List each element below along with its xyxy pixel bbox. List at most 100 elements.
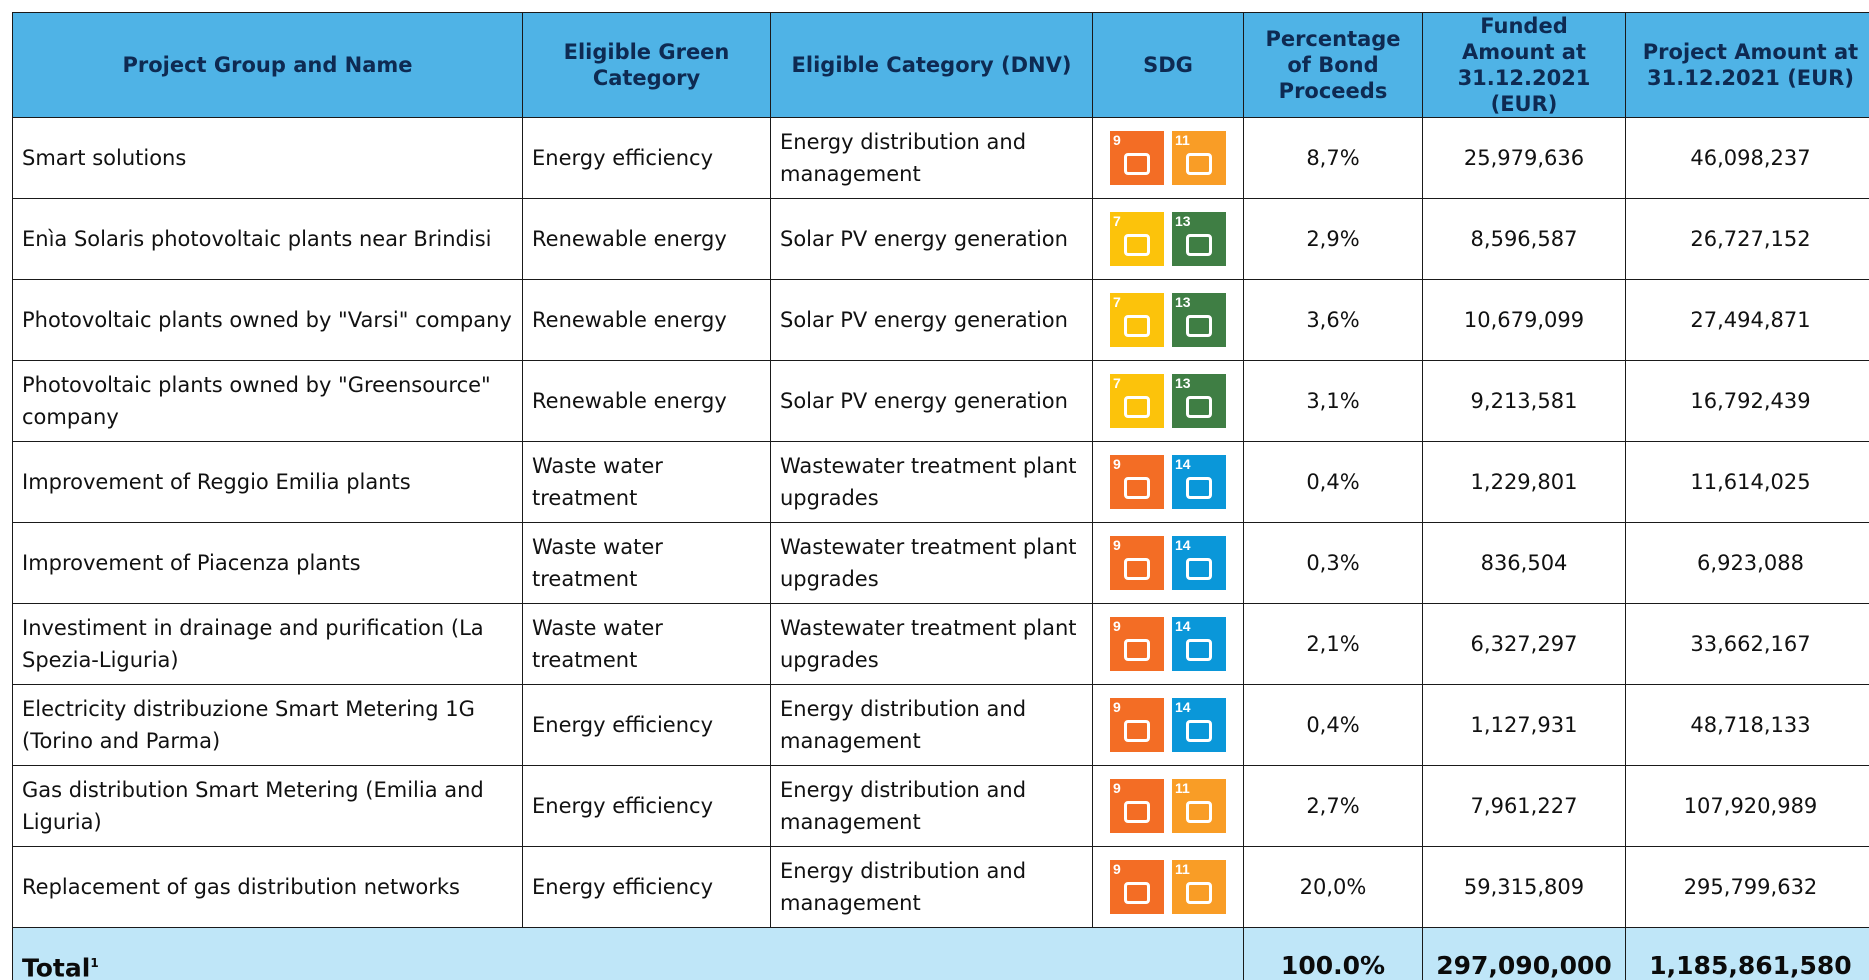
sdg-icon: 9 bbox=[1110, 860, 1164, 914]
table-cell: Energy efficiency bbox=[522, 117, 771, 199]
sdg-icon: 7 bbox=[1110, 293, 1164, 347]
table-cell: 59,315,809 bbox=[1422, 846, 1626, 928]
sdg-icon: 11 bbox=[1172, 860, 1226, 914]
sdg-icon: 9 bbox=[1110, 779, 1164, 833]
sdg-icons: 7 13 bbox=[1102, 374, 1234, 428]
table-cell: 26,727,152 bbox=[1625, 198, 1869, 280]
table-cell: 8,596,587 bbox=[1422, 198, 1626, 280]
sdg-glyph bbox=[1186, 558, 1212, 580]
sdg-glyph bbox=[1186, 639, 1212, 661]
table-cell: Photovoltaic plants owned by "Varsi" com… bbox=[12, 279, 523, 361]
sdg-glyph bbox=[1124, 720, 1150, 742]
table-cell: 2,7% bbox=[1243, 765, 1423, 847]
table-cell: Photovoltaic plants owned by "Greensourc… bbox=[12, 360, 523, 442]
table-cell: Wastewater treatment plant upgrades bbox=[770, 603, 1093, 685]
total-text: Total bbox=[22, 953, 91, 980]
sdg-number: 13 bbox=[1175, 294, 1191, 310]
sdg-number: 14 bbox=[1175, 456, 1191, 472]
table-row: Enìa Solaris photovoltaic plants near Br… bbox=[12, 198, 1869, 280]
sdg-cell: 9 14 bbox=[1092, 603, 1244, 685]
column-header: SDG bbox=[1092, 12, 1244, 118]
table-row: Photovoltaic plants owned by "Greensourc… bbox=[12, 360, 1869, 442]
sdg-icon: 9 bbox=[1110, 536, 1164, 590]
sdg-icon: 9 bbox=[1110, 698, 1164, 752]
table-cell: 20,0% bbox=[1243, 846, 1423, 928]
sdg-number: 7 bbox=[1113, 375, 1121, 391]
sdg-cell: 7 13 bbox=[1092, 279, 1244, 361]
sdg-icons: 7 13 bbox=[1102, 293, 1234, 347]
sdg-glyph bbox=[1186, 396, 1212, 418]
table-cell: 0,3% bbox=[1243, 522, 1423, 604]
column-header: Eligible Category (DNV) bbox=[770, 12, 1093, 118]
sdg-icon: 7 bbox=[1110, 374, 1164, 428]
sdg-glyph bbox=[1186, 234, 1212, 256]
table-cell: Gas distribution Smart Metering (Emilia … bbox=[12, 765, 523, 847]
sdg-number: 14 bbox=[1175, 699, 1191, 715]
sdg-cell: 9 14 bbox=[1092, 441, 1244, 523]
table-cell: Waste water treatment bbox=[522, 441, 771, 523]
sdg-icons: 9 11 bbox=[1102, 779, 1234, 833]
sdg-glyph bbox=[1124, 558, 1150, 580]
sdg-cell: 9 14 bbox=[1092, 684, 1244, 766]
sdg-icon: 13 bbox=[1172, 374, 1226, 428]
total-label: Total1 bbox=[12, 927, 1244, 980]
table-cell: Wastewater treatment plant upgrades bbox=[770, 441, 1093, 523]
sdg-glyph bbox=[1186, 477, 1212, 499]
sdg-icon: 14 bbox=[1172, 536, 1226, 590]
sdg-number: 9 bbox=[1113, 780, 1121, 796]
sdg-glyph bbox=[1124, 315, 1150, 337]
table-cell: Renewable energy bbox=[522, 279, 771, 361]
sdg-glyph bbox=[1124, 153, 1150, 175]
sdg-icon: 9 bbox=[1110, 455, 1164, 509]
table-cell: 0,4% bbox=[1243, 441, 1423, 523]
sdg-number: 9 bbox=[1113, 132, 1121, 148]
sdg-icons: 9 14 bbox=[1102, 536, 1234, 590]
sdg-icons: 7 13 bbox=[1102, 212, 1234, 266]
table-cell: Energy efficiency bbox=[522, 684, 771, 766]
table-row: Investiment in drainage and purification… bbox=[12, 603, 1869, 685]
table-cell: Improvement of Reggio Emilia plants bbox=[12, 441, 523, 523]
table-cell: 295,799,632 bbox=[1625, 846, 1869, 928]
table-row: Photovoltaic plants owned by "Varsi" com… bbox=[12, 279, 1869, 361]
table-cell: 2,1% bbox=[1243, 603, 1423, 685]
sdg-icons: 9 14 bbox=[1102, 617, 1234, 671]
sdg-number: 13 bbox=[1175, 213, 1191, 229]
column-header: Percentage of Bond Proceeds bbox=[1243, 12, 1423, 118]
table-cell: Electricity distribuzione Smart Metering… bbox=[12, 684, 523, 766]
sdg-cell: 9 11 bbox=[1092, 765, 1244, 847]
sdg-glyph bbox=[1186, 153, 1212, 175]
table-cell: 3,1% bbox=[1243, 360, 1423, 442]
total-project: 1,185,861,580 bbox=[1625, 927, 1869, 980]
sdg-glyph bbox=[1124, 477, 1150, 499]
sdg-cell: 9 11 bbox=[1092, 846, 1244, 928]
table-cell: 16,792,439 bbox=[1625, 360, 1869, 442]
table-cell: Energy distribution and management bbox=[770, 846, 1093, 928]
column-header: Project Amount at 31.12.2021 (EUR) bbox=[1625, 12, 1869, 118]
table-cell: Energy distribution and management bbox=[770, 684, 1093, 766]
table-cell: 2,9% bbox=[1243, 198, 1423, 280]
column-header: Eligible Green Category bbox=[522, 12, 771, 118]
sdg-cell: 9 14 bbox=[1092, 522, 1244, 604]
sdg-number: 7 bbox=[1113, 213, 1121, 229]
sdg-glyph bbox=[1186, 882, 1212, 904]
table-cell: Renewable energy bbox=[522, 198, 771, 280]
sdg-number: 7 bbox=[1113, 294, 1121, 310]
sdg-icons: 9 14 bbox=[1102, 455, 1234, 509]
sdg-number: 9 bbox=[1113, 861, 1121, 877]
table-cell: Energy distribution and management bbox=[770, 765, 1093, 847]
table-cell: 25,979,636 bbox=[1422, 117, 1626, 199]
sdg-cell: 9 11 bbox=[1092, 117, 1244, 199]
table-cell: 10,679,099 bbox=[1422, 279, 1626, 361]
table-row: Improvement of Reggio Emilia plants Waste… bbox=[12, 441, 1869, 523]
table-cell: Energy distribution and management bbox=[770, 117, 1093, 199]
sdg-icon: 11 bbox=[1172, 131, 1226, 185]
sdg-number: 9 bbox=[1113, 456, 1121, 472]
sdg-cell: 7 13 bbox=[1092, 360, 1244, 442]
table-cell: Replacement of gas distribution networks bbox=[12, 846, 523, 928]
sdg-number: 9 bbox=[1113, 618, 1121, 634]
sdg-glyph bbox=[1186, 801, 1212, 823]
sdg-glyph bbox=[1124, 639, 1150, 661]
table-cell: Energy efficiency bbox=[522, 846, 771, 928]
sdg-icon: 9 bbox=[1110, 617, 1164, 671]
table-cell: Renewable energy bbox=[522, 360, 771, 442]
